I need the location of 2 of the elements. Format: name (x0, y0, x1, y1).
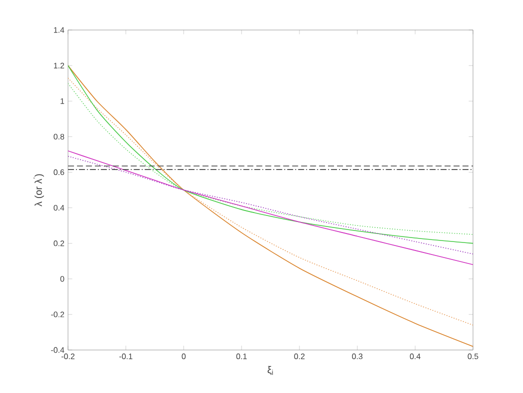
y-axis-title: λ (or λ$^{'}$) (33, 174, 44, 206)
x-axis-title: ξ$_{i}$ (268, 366, 273, 375)
